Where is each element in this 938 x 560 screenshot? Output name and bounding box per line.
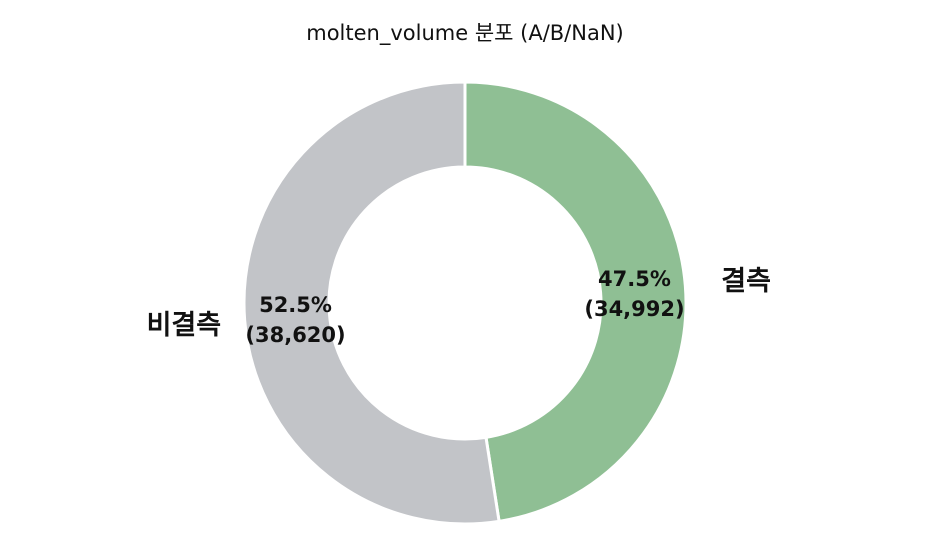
donut-slices: [242, 80, 688, 526]
slice-category-label-2: 비결측: [147, 310, 222, 341]
chart-title: molten_volume 분포 (A/B/NaN): [306, 21, 624, 46]
slice-category-label-1: 결측: [721, 266, 771, 297]
donut-slice-2: [242, 80, 501, 526]
donut-labels: 47.5% (34,992) 결측 52.5% (38,620) 비결측: [147, 266, 771, 347]
slice-value-label-1: 47.5% (34,992): [584, 267, 684, 321]
donut-slice-1: [463, 80, 688, 524]
slice-value-label-2: 52.5% (38,620): [245, 293, 345, 347]
